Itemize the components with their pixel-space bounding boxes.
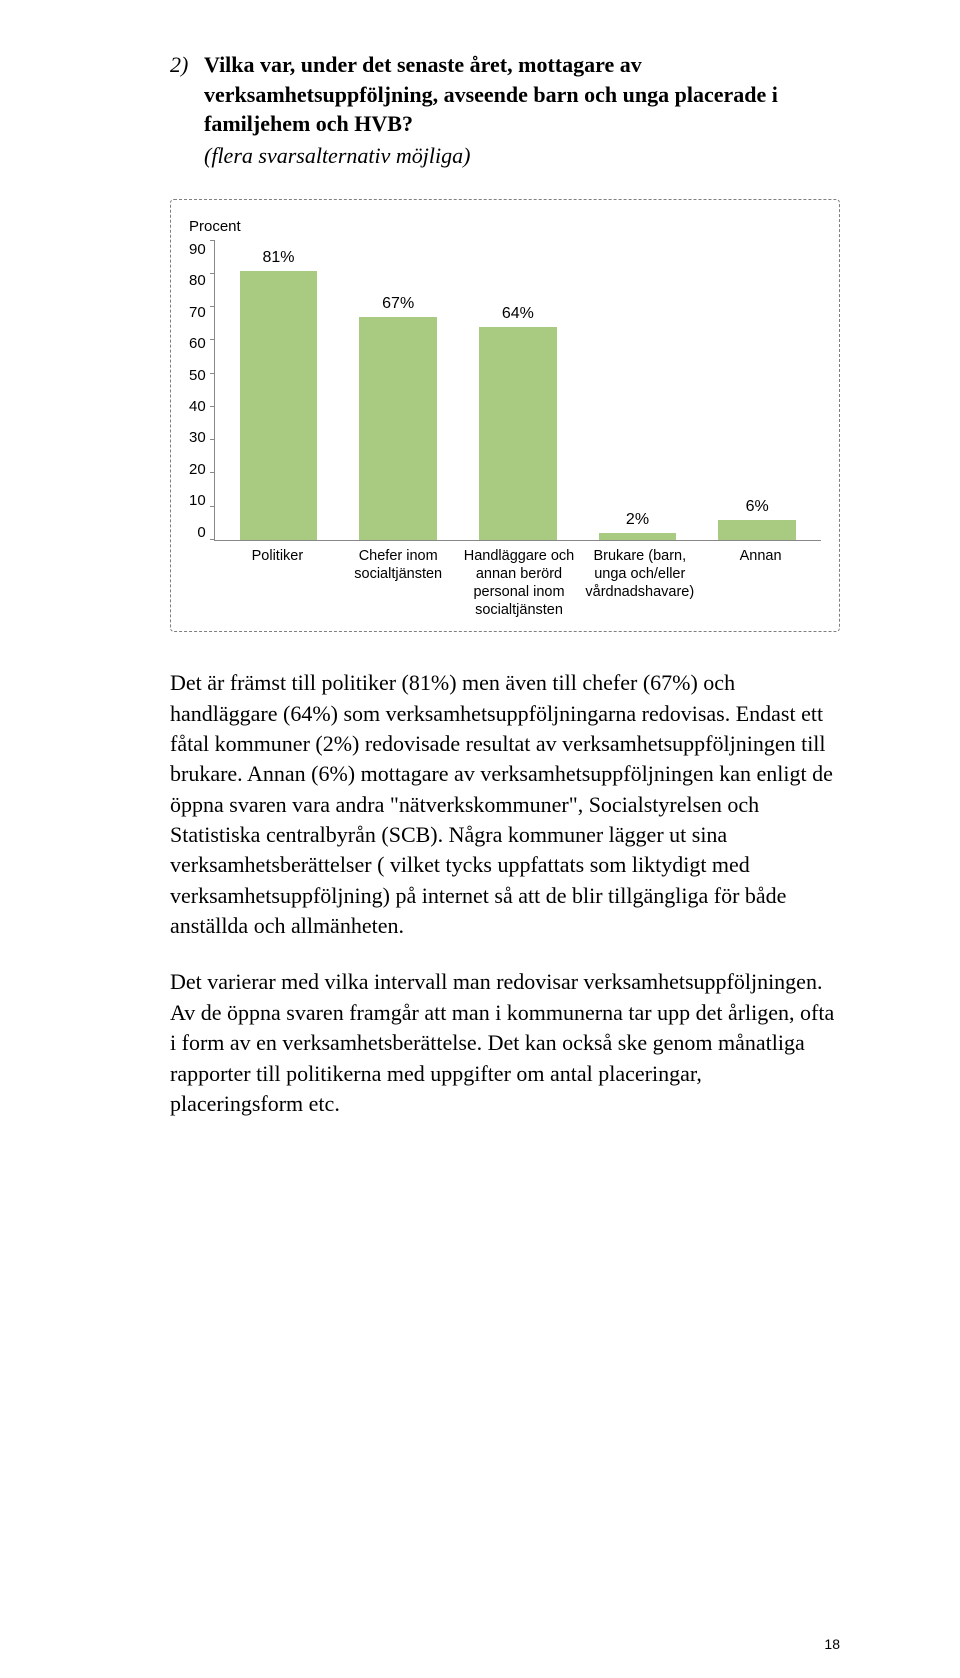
y-tick-label: 0 (197, 524, 205, 541)
question-block: 2) Vilka var, under det senaste året, mo… (170, 50, 840, 171)
y-tick-label: 80 (189, 272, 206, 289)
y-tick-mark (210, 506, 215, 507)
bar-value-label: 67% (382, 295, 414, 313)
plot-area: 81% 67% 64% 2% 6% (214, 241, 821, 541)
bar (718, 520, 796, 540)
y-tick-label: 50 (189, 367, 206, 384)
x-axis-label: Brukare (barn, unga och/eller vårdnadsha… (579, 547, 700, 620)
y-tick-mark (210, 240, 215, 241)
bar (359, 317, 437, 540)
bar-chart: Procent 90 80 70 60 50 40 30 20 10 0 81% 67% 64% 2% 6… (170, 199, 840, 633)
question-number: 2) (170, 50, 204, 139)
y-axis-ticks: 90 80 70 60 50 40 30 20 10 0 (189, 241, 214, 541)
bar-slot: 67% (338, 241, 458, 540)
bar (479, 327, 557, 540)
y-axis-label: Procent (189, 218, 821, 235)
x-axis-label: Chefer inom socialtjänsten (338, 547, 459, 620)
y-tick-label: 60 (189, 335, 206, 352)
y-tick-label: 20 (189, 461, 206, 478)
y-tick-mark (210, 539, 215, 540)
y-tick-mark (210, 472, 215, 473)
question-note: (flera svarsalternativ möjliga) (204, 141, 840, 171)
bar-value-label: 81% (263, 249, 295, 267)
paragraph-1: Det är främst till politiker (81%) men ä… (170, 668, 840, 941)
y-tick-label: 70 (189, 304, 206, 321)
bar-slot: 2% (578, 241, 698, 540)
y-tick-label: 40 (189, 398, 206, 415)
bar-slot: 64% (458, 241, 578, 540)
y-tick-label: 30 (189, 429, 206, 446)
y-tick-mark (210, 406, 215, 407)
y-tick-mark (210, 306, 215, 307)
x-axis-label: Annan (700, 547, 821, 620)
bar-value-label: 64% (502, 305, 534, 323)
body-text: Det är främst till politiker (81%) men ä… (170, 668, 840, 1119)
paragraph-2: Det varierar med vilka intervall man red… (170, 967, 840, 1119)
bars-container: 81% 67% 64% 2% 6% (215, 241, 821, 540)
y-tick-mark (210, 439, 215, 440)
y-tick-mark (210, 273, 215, 274)
bar-value-label: 6% (746, 498, 769, 516)
page-number: 18 (824, 1636, 840, 1652)
x-axis-labels: PolitikerChefer inom socialtjänstenHandl… (217, 547, 821, 620)
y-tick-label: 10 (189, 492, 206, 509)
x-axis-label: Politiker (217, 547, 338, 620)
bar (240, 271, 318, 540)
y-tick-mark (210, 373, 215, 374)
y-tick-mark (210, 339, 215, 340)
page: 2) Vilka var, under det senaste året, mo… (0, 0, 960, 1678)
bar-value-label: 2% (626, 511, 649, 529)
x-axis-label: Handläggare och annan berörd personal in… (459, 547, 580, 620)
bar-slot: 6% (697, 241, 817, 540)
question-text: Vilka var, under det senaste året, motta… (204, 50, 840, 139)
bar (599, 533, 677, 540)
bar-slot: 81% (219, 241, 339, 540)
y-tick-label: 90 (189, 241, 206, 258)
